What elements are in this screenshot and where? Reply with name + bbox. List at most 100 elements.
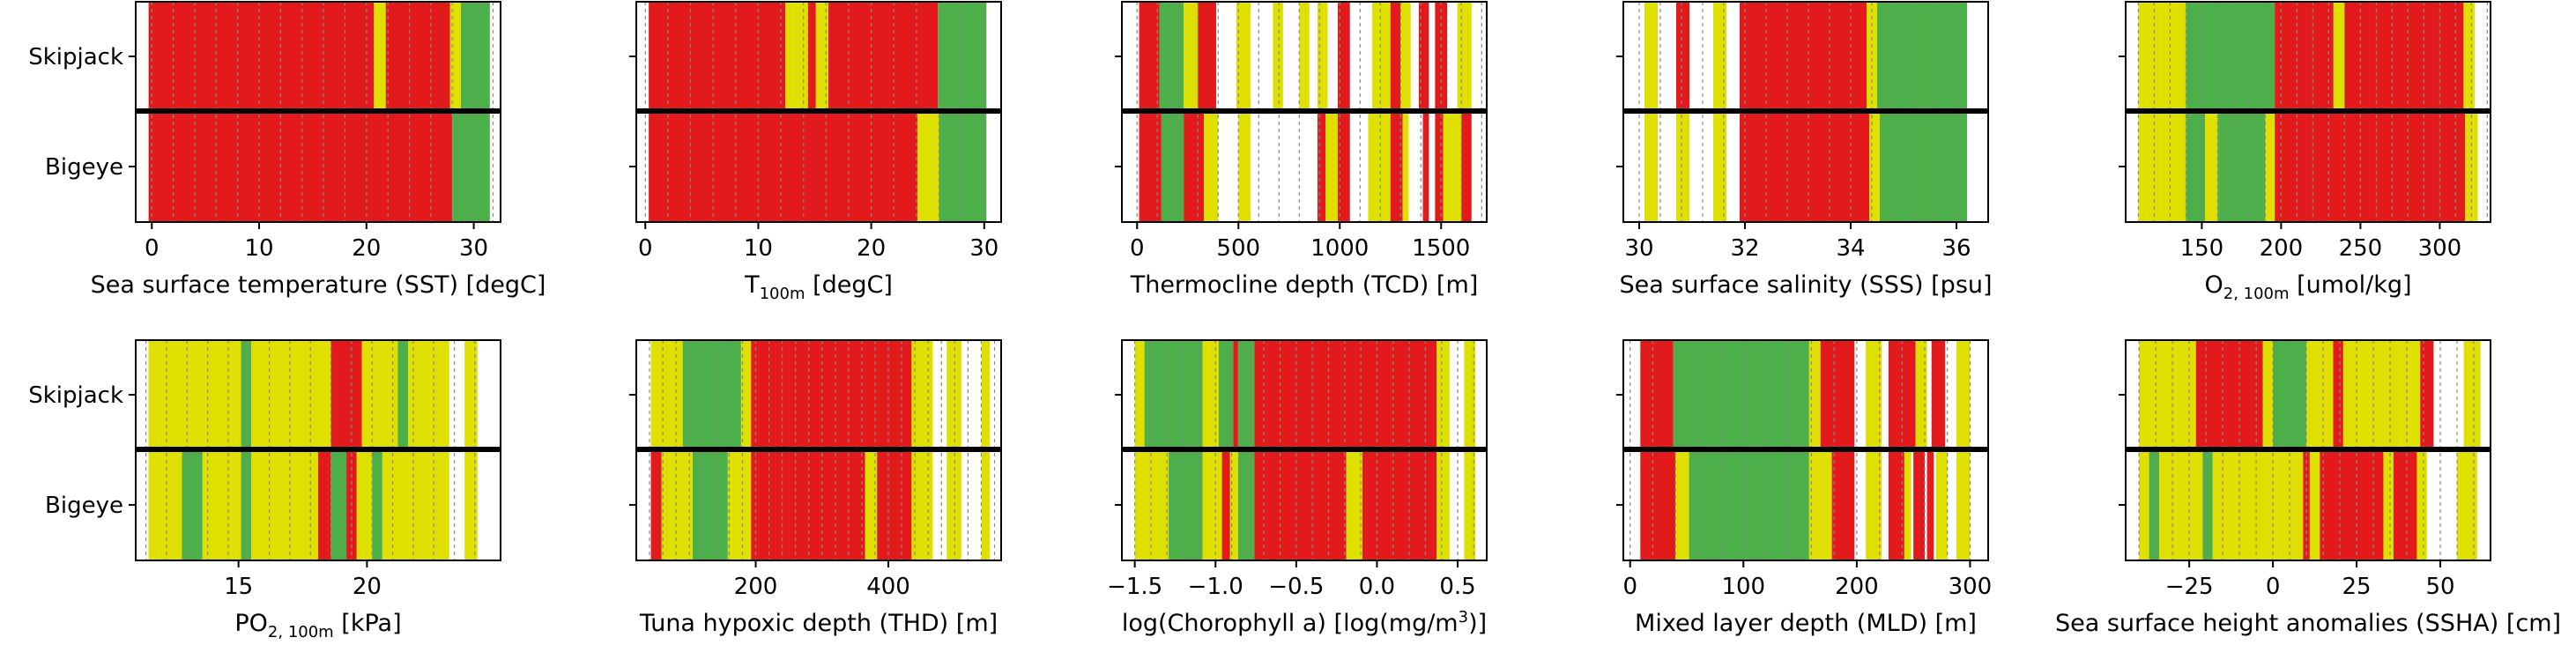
segment-bigeye-green: [1237, 449, 1255, 560]
x-axis-label: Sea surface temperature (SST) [degC]: [91, 271, 546, 299]
segment-skipjack-red: [1435, 2, 1448, 111]
segment-bigeye-green: [692, 449, 728, 560]
segment-bigeye-yellow: [1134, 449, 1169, 560]
segment-bigeye-green: [1161, 111, 1184, 222]
segment-bigeye-red: [148, 111, 453, 222]
x-axis-label: Sea surface height anomalies (SSHA) [cm]: [2055, 610, 2561, 637]
x-tick-label: −25: [2165, 574, 2214, 600]
segment-skipjack-red: [649, 2, 786, 111]
segment-skipjack-red: [2195, 340, 2263, 449]
segment-bigeye-green: [372, 449, 382, 560]
segment-bigeye-red: [1888, 449, 1904, 560]
x-axis-label: log(Chorophyll a) [log(mg/m3)]: [1122, 608, 1487, 637]
segment-bigeye-yellow: [727, 449, 752, 560]
panel-4: 30 32 34 36 Sea surface salinity (SSS) [psu]: [1616, 1, 1993, 299]
segment-bigeye-yellow: [1869, 111, 1880, 222]
panel-1: Skipjack Bigeye 0 10 20 30 Sea surface tempera…: [28, 1, 546, 299]
segment-skipjack-yellow: [2306, 340, 2334, 449]
segment-skipjack-yellow: [1457, 2, 1472, 111]
segment-skipjack-yellow: [2139, 340, 2196, 449]
segment-bigeye-red: [1435, 111, 1444, 222]
segment-bigeye-yellow: [382, 449, 449, 560]
segment-skipjack-yellow: [650, 340, 683, 449]
segment-skipjack-yellow: [361, 340, 398, 449]
segment-bigeye-red: [1831, 449, 1855, 560]
segment-skipjack-yellow: [374, 2, 386, 111]
segment-skipjack-green: [1218, 340, 1234, 449]
x-tick-label: 0.5: [1439, 574, 1475, 600]
plot-frame: [135, 1, 501, 223]
x-tick-label: 200: [734, 574, 778, 600]
segment-skipjack-red: [1254, 340, 1437, 449]
segment-bigeye-yellow: [947, 449, 961, 560]
segment-skipjack-yellow: [1644, 2, 1658, 111]
segment-skipjack-yellow: [1808, 340, 1821, 449]
segment-skipjack-yellow: [1299, 2, 1310, 111]
segment-bigeye-green: [241, 449, 252, 560]
segment-skipjack-yellow: [1956, 340, 1971, 449]
segment-bigeye-red: [2275, 111, 2466, 222]
segment-bigeye-yellow: [2158, 449, 2203, 560]
segment-bigeye-yellow: [917, 111, 939, 222]
panel-7: 200 400 Tuna hypoxic depth (THD) [m]: [629, 339, 1002, 637]
x-tick-label: 15: [224, 574, 253, 600]
segment-bigeye-red: [1254, 449, 1347, 560]
segment-bigeye-green: [2186, 111, 2205, 222]
segment-bigeye-yellow: [865, 449, 878, 560]
plot-frame: [1622, 1, 1989, 223]
segment-bigeye-red: [1461, 111, 1472, 222]
segment-bigeye-green: [182, 449, 203, 560]
x-tick-label: 30: [969, 235, 998, 262]
segment-bigeye-yellow: [2383, 449, 2394, 560]
plot-frame: [1121, 339, 1488, 561]
segment-bigeye-yellow: [1229, 449, 1238, 560]
x-axis-label: Tuna hypoxic depth (THD) [m]: [639, 610, 998, 637]
x-tick-label: 50: [2425, 574, 2454, 600]
segment-bigeye-green: [330, 449, 347, 560]
segment-bigeye-yellow: [251, 449, 318, 560]
segment-bigeye-green: [939, 111, 987, 222]
segment-skipjack-yellow: [1134, 340, 1145, 449]
segment-bigeye-yellow: [1238, 111, 1251, 222]
segment-skipjack-red: [1139, 2, 1160, 111]
segment-bigeye-yellow: [356, 449, 373, 560]
segment-bigeye-red: [877, 449, 912, 560]
plot-frame: [635, 339, 1002, 561]
segment-skipjack-yellow: [2138, 2, 2186, 111]
segment-skipjack-yellow: [148, 340, 241, 449]
y-tick-label-bigeye: Bigeye: [45, 154, 123, 181]
y-tick-label-skipjack: Skipjack: [28, 382, 123, 409]
segment-skipjack-red: [1337, 2, 1350, 111]
segment-bigeye-red: [1913, 449, 1925, 560]
plot-frame: [635, 1, 1002, 223]
x-tick-label: 34: [1836, 235, 1865, 262]
x-tick-label: 30: [459, 235, 488, 262]
segment-bigeye-yellow: [661, 449, 693, 560]
segment-bigeye-yellow: [2138, 111, 2186, 222]
segment-skipjack-yellow: [2342, 340, 2421, 449]
x-tick-label: 400: [866, 574, 910, 600]
segment-bigeye-red: [1926, 449, 1934, 560]
segment-skipjack-red: [330, 340, 362, 449]
segment-bigeye-yellow: [2139, 449, 2149, 560]
segment-bigeye-red: [1362, 449, 1437, 560]
segment-skipjack-yellow: [815, 2, 828, 111]
x-axis-label: Sea surface salinity (SSS) [psu]: [1619, 271, 1992, 299]
segment-bigeye-red: [1337, 111, 1350, 222]
segment-skipjack-yellow: [981, 340, 991, 449]
segment-skipjack-yellow: [1184, 2, 1199, 111]
segment-bigeye-red: [751, 449, 865, 560]
x-tick-label: 1000: [1310, 235, 1369, 262]
segment-bigeye-yellow: [2212, 449, 2304, 560]
segment-skipjack-red: [1418, 2, 1429, 111]
x-tick-label: 30: [1624, 235, 1653, 262]
x-tick-label: −0.5: [1268, 574, 1324, 600]
x-axis-label: Mixed layer depth (MLD) [m]: [1635, 610, 1977, 637]
plot-frame: [135, 339, 501, 561]
segment-bigeye-red: [1422, 111, 1429, 222]
segment-skipjack-red: [751, 340, 912, 449]
panel-10: −25 0 25 50 Sea surface height anomalies (SS…: [2055, 339, 2561, 637]
segment-skipjack-green: [1159, 2, 1184, 111]
segment-bigeye-yellow: [2205, 111, 2218, 222]
segment-bigeye-red: [1317, 111, 1326, 222]
